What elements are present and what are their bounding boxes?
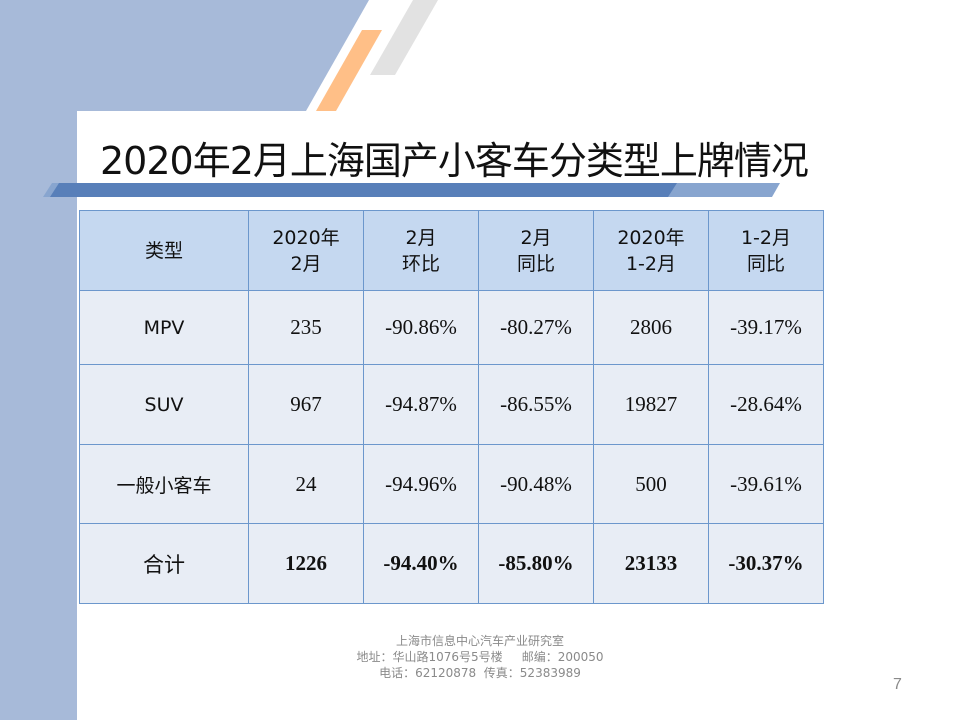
table-header-row: 类型 2020年 2月 2月 环比 2月 同比 2020年 1-2月 1-2月 …	[79, 210, 824, 291]
cell-type: 一般小客车	[79, 444, 249, 524]
header-jan-feb-yoy: 1-2月 同比	[708, 210, 824, 291]
cell-type: SUV	[79, 364, 249, 445]
cell-jan-feb-2020: 23133	[593, 523, 709, 604]
footer-org: 上海市信息中心汽车产业研究室	[395, 634, 564, 648]
footer-contact-info: 上海市信息中心汽车产业研究室 地址：华山路1076号5号楼 邮编：200050 …	[330, 633, 630, 681]
gray-accent-stripe	[370, 0, 438, 75]
cell-feb-mom: -90.86%	[363, 290, 479, 365]
cell-type: MPV	[79, 290, 249, 365]
cell-jan-feb-2020: 500	[593, 444, 709, 524]
decorative-header-shapes	[0, 0, 438, 111]
header-type: 类型	[79, 210, 249, 291]
left-side-band	[0, 0, 77, 720]
cell-jan-feb-yoy: -39.17%	[708, 290, 824, 365]
cell-jan-feb-yoy: -39.61%	[708, 444, 824, 524]
cell-feb-2020: 1226	[248, 523, 364, 604]
title-bar-dark	[50, 183, 677, 197]
cell-type: 合计	[79, 523, 249, 604]
orange-accent-stripe	[316, 30, 382, 111]
cell-jan-feb-2020: 2806	[593, 290, 709, 365]
cell-feb-2020: 967	[248, 364, 364, 445]
header-feb-mom: 2月 环比	[363, 210, 479, 291]
cell-feb-mom: -94.96%	[363, 444, 479, 524]
table-row: MPV 235 -90.86% -80.27% 2806 -39.17%	[79, 290, 824, 365]
cell-feb-mom: -94.40%	[363, 523, 479, 604]
cell-feb-2020: 235	[248, 290, 364, 365]
cell-feb-2020: 24	[248, 444, 364, 524]
cell-feb-yoy: -86.55%	[478, 364, 594, 445]
blue-background-wedge	[0, 0, 369, 111]
page-number: 7	[893, 676, 902, 693]
footer-address: 地址：华山路1076号5号楼 邮编：200050	[356, 650, 604, 664]
cell-feb-yoy: -85.80%	[478, 523, 594, 604]
table-row: SUV 967 -94.87% -86.55% 19827 -28.64%	[79, 364, 824, 445]
cell-jan-feb-2020: 19827	[593, 364, 709, 445]
title-underline-bar	[43, 183, 780, 197]
cell-jan-feb-yoy: -28.64%	[708, 364, 824, 445]
registration-table: 类型 2020年 2月 2月 环比 2月 同比 2020年 1-2月 1-2月 …	[79, 210, 824, 604]
table-row: 一般小客车 24 -94.96% -90.48% 500 -39.61%	[79, 444, 824, 524]
slide-title: 2020年2月上海国产小客车分类型上牌情况	[100, 139, 809, 183]
header-feb-yoy: 2月 同比	[478, 210, 594, 291]
footer-contact: 电话：62120878 传真：52383989	[379, 666, 581, 680]
cell-jan-feb-yoy: -30.37%	[708, 523, 824, 604]
header-jan-feb-2020: 2020年 1-2月	[593, 210, 709, 291]
table-total-row: 合计 1226 -94.40% -85.80% 23133 -30.37%	[79, 523, 824, 604]
cell-feb-mom: -94.87%	[363, 364, 479, 445]
header-feb-2020: 2020年 2月	[248, 210, 364, 291]
cell-feb-yoy: -90.48%	[478, 444, 594, 524]
cell-feb-yoy: -80.27%	[478, 290, 594, 365]
